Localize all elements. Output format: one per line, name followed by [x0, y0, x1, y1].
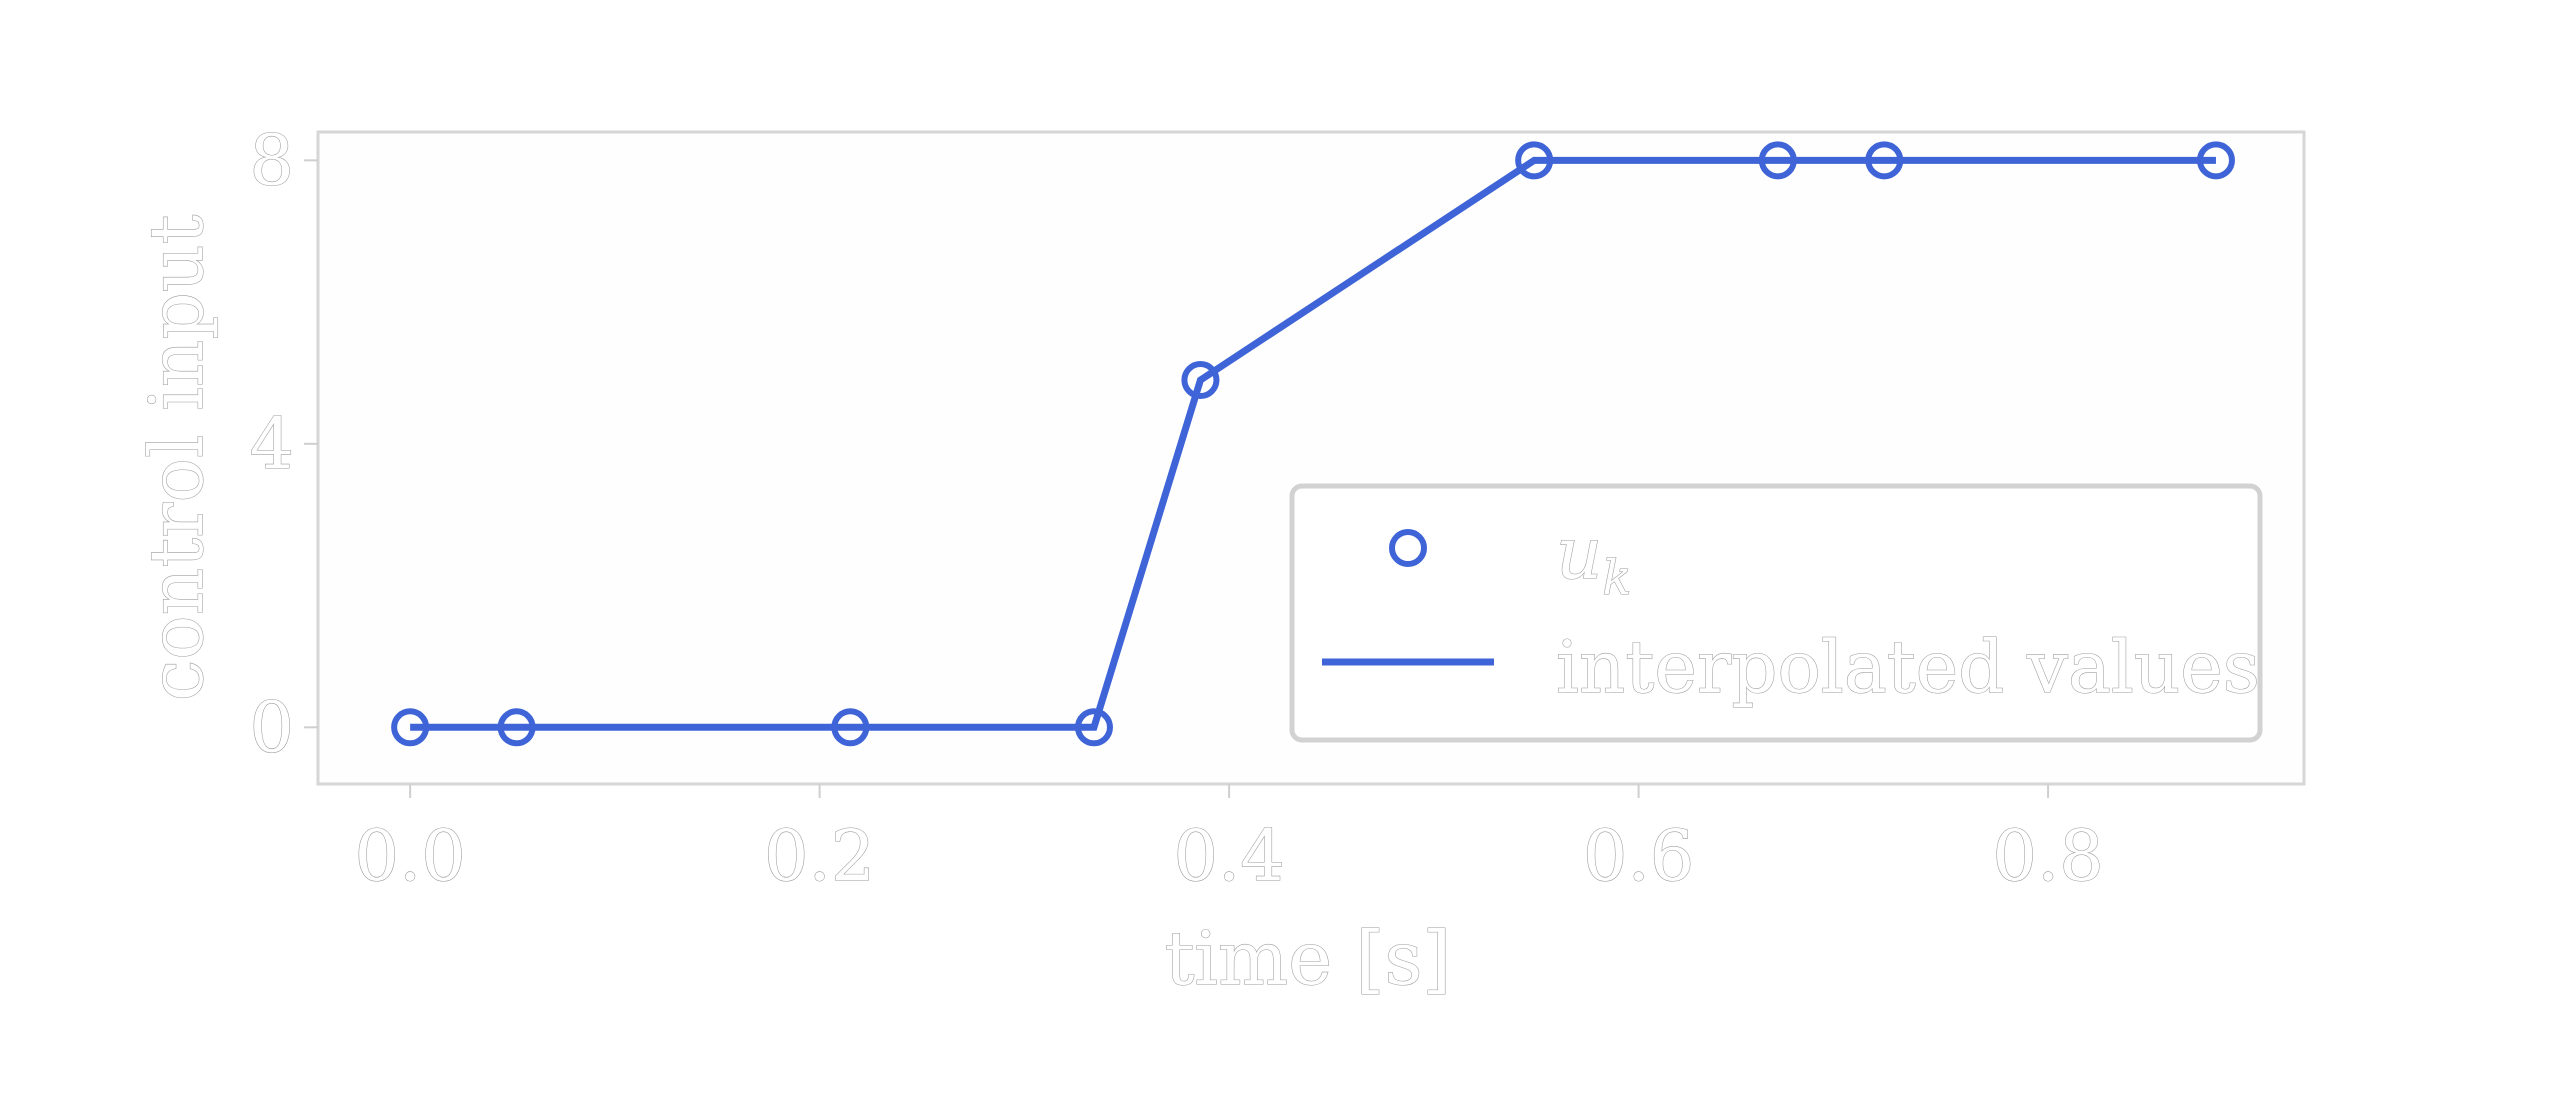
legend-marker-u-k — [1389, 529, 1427, 567]
data-point-u-k — [2196, 141, 2235, 180]
legend: uk interpolated values — [1289, 483, 2263, 743]
x-tick-label: 0.6 — [1583, 815, 1694, 897]
legend-label-u: u — [1556, 511, 1602, 595]
data-point-u-k — [1515, 141, 1554, 180]
x-tick-label: 0.2 — [764, 815, 875, 897]
x-tick-label: 0.0 — [354, 815, 465, 897]
legend-label-interpolated: interpolated values — [1556, 625, 2260, 709]
y-tick-label: 0 — [249, 686, 294, 768]
legend-box — [1289, 483, 2263, 743]
data-point-u-k — [831, 708, 870, 747]
data-point-u-k — [391, 708, 430, 747]
y-tick-label: 4 — [249, 403, 294, 485]
series-layer — [391, 141, 2235, 747]
x-axis-title: time [s] — [1165, 916, 1452, 1002]
series-line-interpolated — [410, 156, 2216, 731]
data-point-u-k — [497, 708, 536, 747]
legend-label-k-subscript: k — [1602, 550, 1631, 606]
legend-label-u-k: uk — [1556, 511, 1631, 606]
y-axis-title: control input — [134, 214, 220, 701]
y-tick-label: 8 — [249, 119, 294, 201]
data-point-u-k — [1074, 708, 1113, 747]
x-tick-label: 0.4 — [1173, 815, 1284, 897]
data-point-u-k — [1865, 141, 1904, 180]
axis-ticks: 0.0 0.2 0.4 0.6 0.8 0 4 8 — [249, 119, 2104, 898]
data-point-u-k — [1181, 361, 1220, 400]
data-point-u-k — [1758, 141, 1797, 180]
x-tick-label: 0.8 — [1992, 815, 2103, 897]
